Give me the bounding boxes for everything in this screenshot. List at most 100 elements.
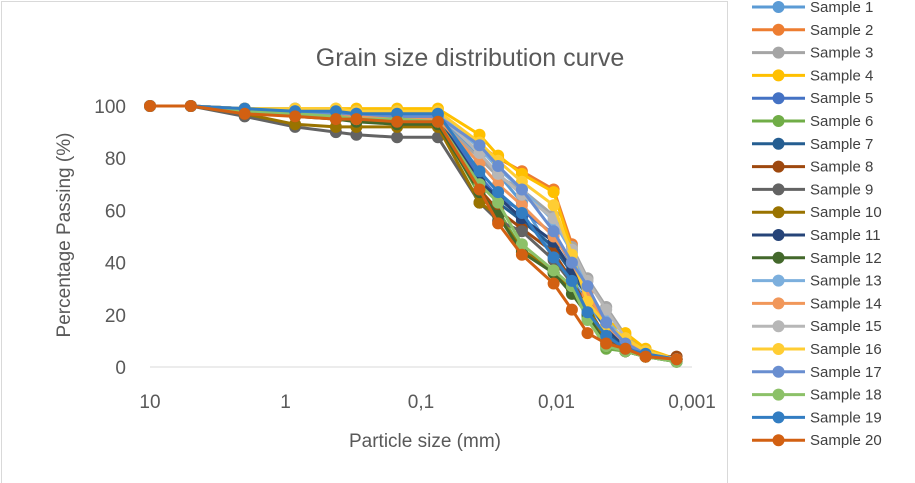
legend-marker [772, 411, 785, 424]
legend-item: Sample 8 [752, 159, 873, 176]
y-tick-label: 100 [94, 97, 126, 118]
x-tick-label: 0,01 [538, 392, 575, 413]
y-tick-label: 20 [105, 306, 126, 327]
legend-item: Sample 13 [752, 273, 882, 290]
legend-item: Sample 12 [752, 250, 882, 267]
data-point [547, 199, 560, 212]
data-point [639, 350, 652, 363]
legend-marker [772, 92, 785, 105]
legend-marker [772, 23, 785, 36]
data-point [581, 327, 594, 340]
data-point [492, 186, 505, 199]
legend-label: Sample 10 [810, 204, 882, 221]
legend-label: Sample 9 [810, 181, 873, 198]
data-point [473, 139, 486, 152]
data-point [619, 342, 632, 355]
data-point [581, 280, 594, 293]
legend: Sample 1 Sample 2 Sample 3 Sample 4 Sample 5… [752, 0, 882, 449]
axes: 10 1 0,1 0,01 0,001 0 20 40 60 80 100 [94, 97, 715, 413]
legend-marker [772, 297, 785, 310]
x-tick-label: 0,1 [408, 392, 434, 413]
legend-label: Sample 20 [810, 432, 882, 449]
legend-item: Sample 2 [752, 22, 873, 39]
data-point [547, 277, 560, 290]
legend-marker [772, 388, 785, 401]
data-point [515, 225, 528, 238]
data-point [547, 225, 560, 238]
legend-marker [772, 365, 785, 378]
legend-label: Sample 19 [810, 409, 882, 426]
data-point [515, 183, 528, 196]
data-point [144, 100, 156, 112]
data-point [473, 165, 486, 178]
chart-area-border [1, 1, 728, 483]
data-point [473, 196, 486, 209]
legend-label: Sample 6 [810, 113, 873, 130]
data-point [391, 131, 404, 144]
data-point [473, 183, 486, 196]
legend-item: Sample 4 [752, 67, 873, 84]
data-point [670, 353, 683, 366]
legend-marker [772, 115, 785, 127]
data-point [238, 107, 251, 120]
legend-label: Sample 8 [810, 159, 873, 176]
legend-marker [772, 183, 785, 196]
legend-item: Sample 16 [752, 341, 882, 358]
legend-item: Sample 11 [752, 227, 881, 244]
x-tick-label: 1 [280, 392, 291, 413]
legend-label: Sample 7 [810, 136, 873, 153]
data-point [600, 316, 613, 329]
legend-item: Sample 19 [752, 409, 882, 426]
legend-marker [772, 251, 785, 264]
data-point [581, 306, 594, 319]
data-point [184, 100, 197, 112]
x-axis-label: Particle size (mm) [349, 431, 501, 452]
data-point [391, 115, 404, 128]
legend-item: Sample 5 [752, 90, 873, 107]
legend-label: Sample 2 [810, 22, 873, 39]
data-point [492, 196, 505, 209]
data-point [547, 251, 560, 264]
legend-label: Sample 17 [810, 364, 882, 381]
legend-marker [772, 1, 785, 13]
x-tick-label: 10 [139, 392, 160, 413]
data-point [565, 256, 578, 269]
y-tick-label: 40 [105, 254, 126, 275]
chart-title: Grain size distribution curve [316, 44, 624, 72]
legend-item: Sample 3 [752, 45, 873, 62]
legend-item: Sample 7 [752, 136, 873, 153]
legend-item: Sample 14 [752, 295, 882, 312]
legend-label: Sample 3 [810, 45, 873, 62]
legend-marker [772, 69, 785, 82]
y-axis-label: Percentage Passing (%) [54, 133, 75, 338]
legend-marker [772, 160, 785, 173]
data-point [350, 113, 363, 126]
x-tick-label: 0,001 [668, 392, 716, 413]
y-axis-label-group: Percentage Passing (%) [54, 133, 75, 338]
data-point [600, 337, 613, 350]
legend-marker [772, 434, 785, 447]
legend-label: Sample 11 [810, 227, 881, 244]
legend-item: Sample 20 [752, 432, 882, 449]
legend-marker [772, 46, 785, 59]
legend-label: Sample 16 [810, 341, 882, 358]
legend-item: Sample 17 [752, 364, 882, 381]
legend-label: Sample 14 [810, 295, 882, 312]
legend-marker [772, 274, 785, 287]
series-17 [144, 100, 683, 366]
data-point [515, 238, 528, 251]
y-tick-label: 0 [115, 358, 126, 379]
legend-marker [772, 137, 785, 150]
legend-marker [772, 343, 785, 355]
legend-item: Sample 18 [752, 387, 882, 404]
data-point [431, 115, 444, 128]
data-point [289, 110, 302, 123]
y-tick-label: 80 [105, 149, 126, 170]
data-point [547, 264, 560, 277]
data-point [565, 303, 578, 316]
data-point [515, 248, 528, 261]
legend-label: Sample 13 [810, 273, 882, 290]
legend-label: Sample 4 [810, 67, 873, 84]
